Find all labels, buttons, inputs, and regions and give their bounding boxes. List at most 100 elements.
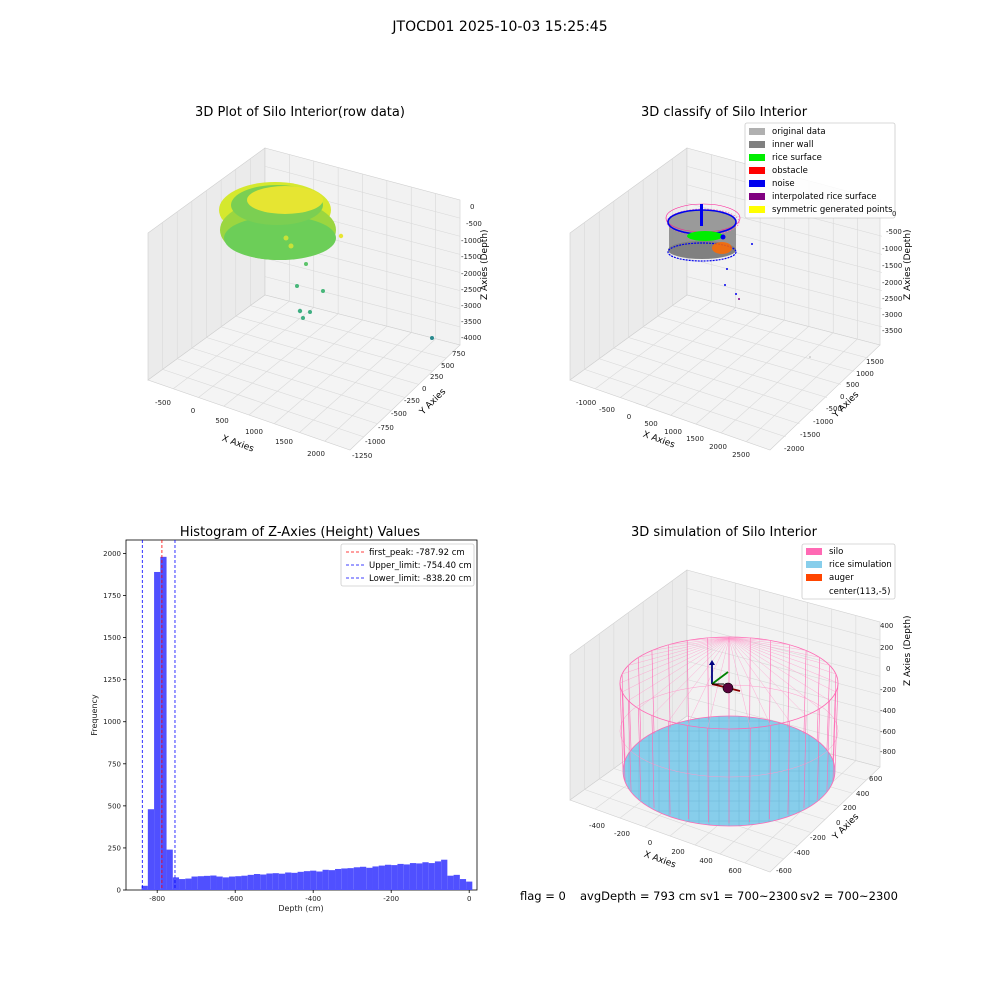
silo-rib (769, 725, 772, 820)
histogram-bar (316, 871, 323, 890)
sim-xtick: 0 (648, 839, 652, 847)
silo-rib (816, 708, 820, 801)
raw-point (338, 233, 344, 239)
silo-roof-rib (728, 637, 836, 693)
histogram-bar (397, 863, 404, 890)
classify-ztick: -2000 (882, 279, 902, 287)
silo-roof-rib (707, 637, 730, 729)
legend-swatch-original-data (749, 128, 765, 135)
histogram-bar (278, 873, 286, 890)
silo-roof-rib (728, 637, 830, 666)
raw-pane-floor (147, 294, 461, 451)
histogram-bar (328, 870, 336, 890)
panel-raw-data: 3D Plot of Silo Interior(row data) -500 … (147, 105, 490, 460)
histogram-axes (125, 539, 478, 891)
histogram-bar (154, 571, 161, 890)
histogram-xlabel: Depth (cm) (278, 904, 323, 913)
silo-roof-rib (628, 637, 730, 666)
histogram-bar (416, 863, 423, 890)
classify-noise-ring (667, 242, 737, 262)
sim-silo-wireframe (619, 636, 839, 824)
sim-ztick: -800 (880, 748, 896, 756)
histogram-bar (253, 874, 261, 890)
legend-label-symmetric: symmetric generated points (772, 205, 893, 215)
histogram-bar (372, 866, 379, 890)
raw-xlabel: X Axies (220, 434, 255, 455)
grid-line (696, 326, 810, 424)
histogram-bar (434, 861, 442, 890)
classify-ztick: -500 (886, 228, 902, 236)
classify-pane-floor (569, 294, 881, 451)
raw-ytick: -750 (378, 424, 394, 432)
raw-ytick: 250 (430, 373, 443, 381)
histogram-bar (409, 863, 417, 890)
histogram-bar (185, 878, 192, 890)
sim-ytick: 600 (869, 775, 882, 783)
sim-ztick: -600 (880, 728, 896, 736)
silo-rib (668, 644, 671, 728)
raw-ztick: -4000 (461, 334, 481, 342)
sim-ztick: -200 (880, 686, 896, 694)
sim-ytick: -600 (776, 867, 792, 875)
raw-point (295, 284, 299, 288)
silo-rib (803, 715, 807, 808)
histogram-bar (291, 872, 298, 890)
histogram-legend-box (340, 543, 475, 587)
classify-ytick: -500 (826, 405, 842, 413)
panel-simulation: 3D simulation of Silo Interior silo rice… (569, 525, 913, 875)
silo-rib (816, 657, 820, 742)
histogram-xtick-label: 0 (467, 895, 471, 903)
footer-flag: flag = 0 (520, 889, 566, 903)
histogram-xtick-label: -200 (383, 895, 399, 903)
classify-ytick: -1000 (813, 418, 833, 426)
raw-xtick: 1000 (245, 428, 263, 436)
raw-ytick: 0 (422, 385, 426, 393)
legend-swatch-interpolated (749, 193, 765, 200)
raw-point (430, 336, 434, 340)
silo-rib (832, 674, 837, 761)
silo-roof-rib (622, 637, 730, 675)
raw-xtick: 1500 (275, 438, 293, 446)
legend-label-upper-limit: Upper_limit: -754.40 cm (369, 561, 472, 571)
sim-ytick: 0 (836, 819, 840, 827)
silo-rib (826, 665, 831, 752)
raw-point (304, 262, 308, 266)
histogram-bar (204, 875, 211, 890)
panel-histogram: Histogram of Z-Axies (Height) Values -80… (90, 525, 478, 913)
histogram-bar (260, 874, 267, 890)
raw-ztick: -2000 (461, 270, 481, 278)
sim-center-marker (722, 682, 734, 694)
classify-ztick: -1500 (882, 262, 902, 270)
histogram-xticks: -800 -600 -400 -200 0 (149, 890, 471, 903)
legend-label-interpolated: interpolated rice surface (772, 192, 877, 202)
raw-ztick: -1000 (461, 237, 481, 245)
histogram-yticks: 0 250 500 750 1000 1250 1500 1750 2000 (103, 550, 126, 895)
raw-ztick: -500 (466, 220, 482, 228)
histogram-bar (335, 868, 342, 890)
raw-wall-bottom (224, 216, 336, 260)
raw-zlabel: Z Axies (Depth) (480, 229, 490, 300)
silo-roof-rib (638, 637, 730, 709)
histogram-bar (297, 871, 304, 890)
classify-sym-ring (666, 208, 740, 236)
silo-rib (826, 700, 831, 792)
histogram-bar (272, 873, 279, 890)
histogram-bar (366, 867, 373, 890)
sim-axis-z-head (709, 660, 715, 665)
sim-xtick: 400 (699, 857, 712, 865)
raw-points (219, 182, 434, 340)
raw-xtick: 500 (215, 417, 228, 425)
legend-label-first-peak: first_peak: -787.92 cm (369, 548, 465, 558)
panel-classify: 3D classify of Silo Interior (569, 105, 913, 459)
silo-rib (627, 700, 632, 792)
histogram-bar (147, 809, 155, 890)
histogram-ylabel: Frequency (90, 694, 99, 736)
legend-label-original-data: original data (772, 127, 826, 137)
histogram-ytick-label: 1000 (103, 718, 121, 726)
legend-label-inner-wall: inner wall (772, 140, 813, 150)
raw-ytick: -500 (391, 410, 407, 418)
histogram-bar (341, 868, 348, 890)
classify-xtick: 1000 (664, 428, 682, 436)
silo-roof-rib (728, 637, 790, 722)
grid-line (670, 319, 785, 416)
